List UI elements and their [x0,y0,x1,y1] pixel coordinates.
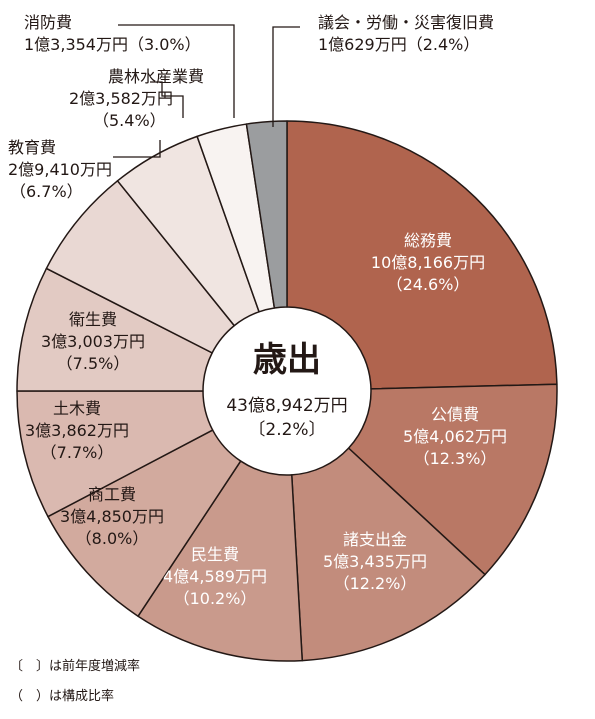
slice-label-name: 議会・労働・災害復旧費 [318,13,494,32]
slice-label-name: 消防費 [24,13,72,32]
slice-label-pct: （7.5%） [57,354,130,373]
slice-label-name: 商工費 [88,485,136,504]
slice-4 [137,460,304,662]
slice-label-amount: 5億4,062万円 [403,427,507,446]
slice-label-amount: 5億3,435万円 [323,552,427,571]
slice-label-name: 土木費 [53,399,101,418]
change-rate-note: 〔 〕は前年度増減率 [10,659,141,674]
leader-line [113,140,161,158]
slice-label-name: 総務費 [404,231,452,250]
slice-label-name: 諸支出金 [343,530,407,549]
slice-label-pct: （7.7%） [41,443,114,462]
legend-notes: 〔 〕は前年度増減率 （ ）は構成比率 [10,652,140,712]
slice-label-amount: 3億3,003万円 [41,332,145,351]
slice-label-amount: 3億4,850万円 [60,507,164,526]
leader-line [150,81,184,118]
center-title: 歳出 [253,340,321,380]
slice-label-pct: （8.0%） [76,529,149,548]
slice-label-amount: 1億3,354万円（3.0%） [24,35,201,54]
slice-3 [290,447,486,662]
slice-label-pct: （12.2%） [334,574,417,593]
slice-label-amount: 1億629万円（2.4%） [318,35,479,54]
slice-label-name: 農林水産業費 [108,67,204,86]
leader-line [272,26,300,127]
slice-label-pct: （6.7%） [10,182,83,201]
slice-label-pct: （24.6%） [387,275,470,294]
leader-line [118,24,235,118]
slice-label-amount: 4億4,589万円 [163,567,267,586]
slice-label-pct: （5.4%） [93,111,166,130]
slice-label-amount: 2億3,582万円 [69,89,173,108]
slice-label-name: 公債費 [431,405,479,424]
slice-11 [245,120,288,309]
slice-label-name: 教育費 [8,138,56,157]
center-total: 43億8,942万円 [226,396,347,416]
composition-rate-note: （ ）は構成比率 [10,689,115,704]
slice-label-amount: 2億9,410万円 [8,160,112,179]
slice-label-amount: 10億8,166万円 [371,253,485,272]
slice-1 [286,120,558,390]
slice-label-pct: （12.3%） [414,449,497,468]
center-change: 〔2.2%〕 [248,420,325,440]
slice-label-pct: （10.2%） [174,589,257,608]
slice-2 [347,383,558,576]
slice-label-name: 民生費 [191,545,239,564]
slice-label-amount: 3億3,862万円 [25,421,129,440]
slice-label-name: 衛生費 [69,310,117,329]
